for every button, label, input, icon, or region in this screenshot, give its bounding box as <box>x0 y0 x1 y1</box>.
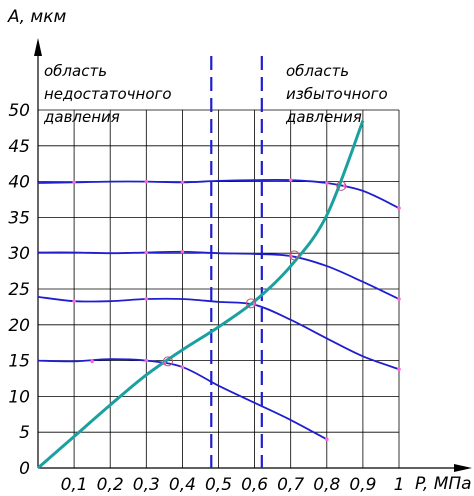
intersection-circle <box>245 298 256 309</box>
data-point-marker <box>144 250 149 255</box>
data-point-marker <box>397 206 401 210</box>
x-axis-arrow <box>454 464 472 472</box>
data-point-marker <box>144 297 149 301</box>
data-point-marker <box>90 359 94 364</box>
data-point-marker <box>180 249 185 254</box>
data-point-marker <box>180 180 185 185</box>
right-zone-line-3: давления <box>285 108 362 126</box>
y-tick-label: 0 <box>19 459 30 479</box>
data-point-marker <box>72 180 76 185</box>
left-zone-line-1: область <box>44 62 107 80</box>
tick-labels: 0 5 10 15 20 25 30 35 40 45 50 0,1 0,2 0,3 0,4 0,5 0,6 0,… <box>8 101 404 495</box>
data-markers <box>72 178 401 442</box>
data-point-marker <box>144 358 149 363</box>
y-tick-label: 45 <box>8 137 30 157</box>
data-point-marker <box>325 437 329 442</box>
x-axis-label: P, МПа <box>415 474 472 494</box>
intersection-circle <box>336 180 347 191</box>
data-point-marker <box>288 178 293 182</box>
data-point-marker <box>397 367 401 371</box>
x-tick-label: 0,5 <box>205 475 232 495</box>
x-tick-label: 0,9 <box>349 475 376 495</box>
boundary-lines <box>210 56 263 468</box>
intersection-circle <box>289 250 300 261</box>
amplitude-curve-line <box>37 250 400 300</box>
data-point-marker <box>144 179 149 184</box>
amplitude-curve-line <box>37 295 400 371</box>
y-axis-arrow <box>34 38 42 56</box>
x-tick-label: 0,1 <box>61 475 88 495</box>
x-tick-label: 1 <box>394 475 405 495</box>
y-tick-label: 30 <box>8 244 30 264</box>
y-tick-label: 40 <box>8 173 30 193</box>
y-tick-label: 50 <box>8 101 30 121</box>
left-zone-line-3: давления <box>43 108 120 126</box>
data-point-marker <box>325 181 329 185</box>
data-point-marker <box>397 297 401 301</box>
left-zone-line-2: недостаточного <box>44 85 172 103</box>
y-tick-label: 20 <box>8 316 30 336</box>
x-tick-label: 0,3 <box>133 475 160 495</box>
x-tick-label: 0,2 <box>97 475 124 495</box>
axes <box>34 38 472 472</box>
y-axis-label: А, мкм <box>7 7 67 27</box>
x-tick-label: 0,8 <box>313 475 340 495</box>
x-tick-label: 0,4 <box>169 475 196 495</box>
y-tick-label: 5 <box>19 423 30 443</box>
right-zone-line-2: избыточного <box>286 85 388 103</box>
y-tick-label: 25 <box>8 280 30 300</box>
pressure-curve-line <box>37 120 365 470</box>
left-zone-annotation: область недостаточного давления <box>43 62 172 126</box>
x-tick-label: 0,7 <box>277 475 304 495</box>
right-zone-annotation: область избыточного давления <box>285 62 388 126</box>
y-tick-label: 10 <box>8 387 30 407</box>
grid <box>38 109 400 468</box>
y-tick-label: 35 <box>8 208 30 228</box>
y-tick-label: 15 <box>8 352 30 372</box>
data-point-marker <box>72 299 76 303</box>
data-point-marker <box>180 365 185 369</box>
x-tick-label: 0,6 <box>241 475 268 495</box>
right-zone-line-1: область <box>286 62 349 80</box>
intersection-circle <box>162 356 173 367</box>
